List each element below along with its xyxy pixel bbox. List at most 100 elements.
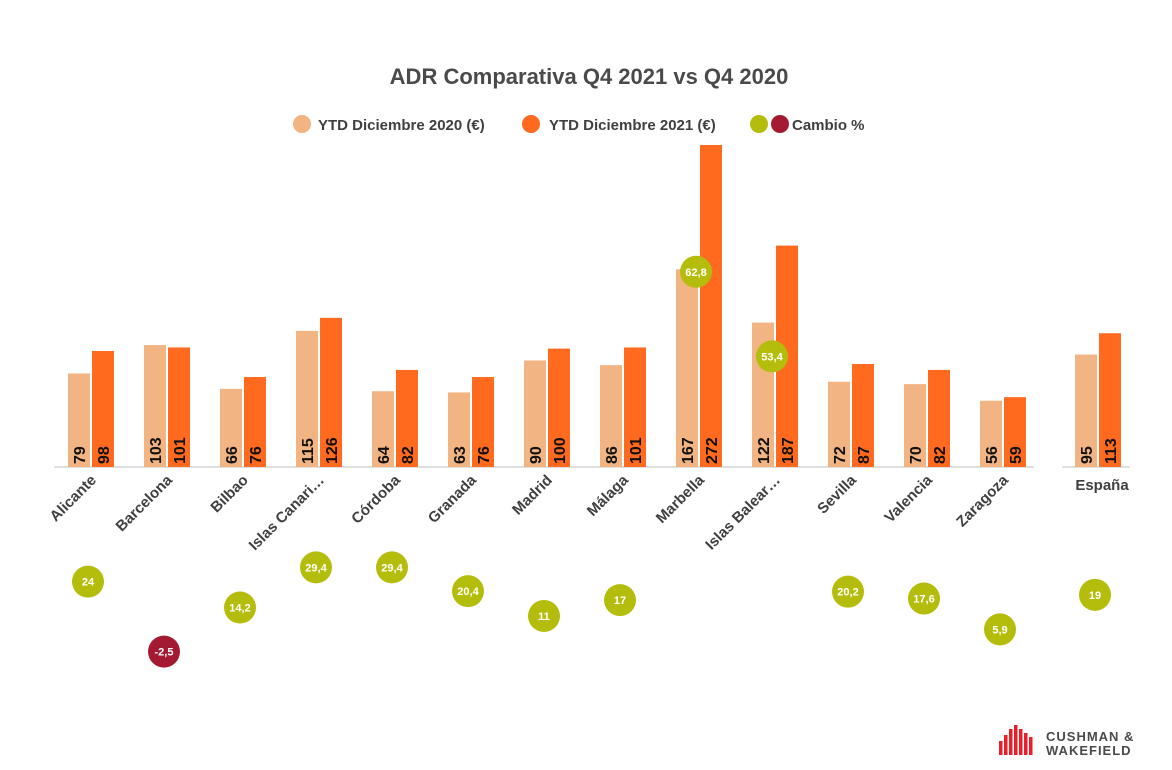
- data-label-2021-2: 76: [248, 446, 265, 464]
- category-label-3: Islas Canari…: [246, 472, 328, 554]
- data-label-2020-12: 56: [984, 446, 1001, 464]
- category-label-2: Bilbao: [207, 472, 251, 516]
- change-bubble-8: [680, 255, 712, 288]
- data-label-2021-9: 187: [780, 437, 797, 464]
- logo-bar: [1029, 737, 1033, 755]
- change-label-1: -2,5: [155, 647, 174, 659]
- group-12: 56 59 Zaragoza 5,9: [953, 397, 1026, 646]
- data-label-2020-7: 86: [604, 446, 621, 464]
- category-label-12: Zaragoza: [953, 471, 1012, 530]
- group-1: 103 101 Barcelona -2,5: [113, 345, 190, 668]
- data-label-2020-5: 63: [452, 446, 469, 464]
- company-logo: CUSHMAN & WAKEFIELD: [999, 725, 1134, 758]
- logo-bar: [1014, 725, 1018, 755]
- logo-bar: [1024, 733, 1028, 755]
- bar-2021-2: [244, 377, 266, 467]
- category-label-0: Alicante: [47, 472, 100, 525]
- logo-bar: [999, 741, 1003, 755]
- group-5: 63 76 Granada 20,4: [425, 377, 494, 608]
- data-label-2021-11: 82: [932, 446, 949, 464]
- group-6: 90 100 Madrid 11: [509, 348, 570, 632]
- change-bubble-1: [148, 635, 180, 668]
- data-label-2020-4: 64: [376, 446, 393, 464]
- category-label-7: Málaga: [584, 471, 632, 519]
- legend-marker-2020: [293, 115, 311, 133]
- change-label-5: 20,4: [457, 586, 479, 598]
- data-label-2021-3: 126: [324, 437, 341, 464]
- data-label-2020-3: 115: [300, 438, 317, 464]
- data-label-2020-6: 90: [528, 446, 545, 464]
- category-label-total: España: [1075, 477, 1129, 494]
- change-bubble-3: [300, 551, 332, 584]
- change-label-8: 62,8: [685, 267, 706, 279]
- bar-2020-total: [1075, 354, 1097, 467]
- bar-2020-4: [372, 391, 394, 467]
- bar-2020-1: [144, 345, 166, 467]
- category-label-9: Islas Balear…: [702, 472, 784, 554]
- legend: YTD Diciembre 2020 (€) YTD Diciembre 202…: [293, 115, 865, 134]
- change-label-2: 14,2: [229, 603, 250, 615]
- logo-bar: [1009, 729, 1013, 755]
- bar-2021-1: [168, 347, 190, 467]
- data-label-2020-8: 167: [680, 437, 697, 464]
- bar-2020-2: [220, 388, 242, 467]
- category-label-6: Madrid: [509, 472, 556, 519]
- logo-line-2: WAKEFIELD: [1046, 743, 1132, 758]
- change-bubble-7: [604, 584, 636, 617]
- bar-2020-11: [904, 384, 926, 467]
- change-bubble-9: [756, 340, 788, 373]
- change-label-3: 29,4: [305, 562, 327, 574]
- data-label-2021-10: 87: [856, 446, 873, 464]
- data-label-2020-10: 72: [832, 446, 849, 464]
- data-label-2021-total: 113: [1103, 438, 1120, 464]
- group-7: 86 101 Málaga 17: [584, 347, 646, 617]
- legend-label-change: Cambio %: [792, 117, 865, 134]
- chart-title: ADR Comparativa Q4 2021 vs Q4 2020: [390, 64, 789, 89]
- legend-marker-change-positive: [750, 115, 768, 133]
- bar-2021-6: [548, 348, 570, 467]
- data-label-2021-6: 100: [552, 437, 569, 464]
- change-label-12: 5,9: [992, 624, 1007, 636]
- change-bubble-11: [908, 582, 940, 615]
- data-label-2021-8: 272: [704, 437, 721, 464]
- group-10: 72 87 Sevilla 20,2: [814, 364, 874, 608]
- category-label-8: Marbella: [653, 471, 709, 527]
- logo-line-1: CUSHMAN &: [1046, 729, 1134, 744]
- bar-2021-4: [396, 369, 418, 467]
- legend-label-2020: YTD Diciembre 2020 (€): [318, 117, 485, 134]
- data-label-2020-2: 66: [224, 446, 241, 464]
- data-label-2020-total: 95: [1079, 446, 1096, 464]
- bar-2021-0: [92, 350, 114, 467]
- bar-2020-5: [448, 392, 470, 467]
- bar-2021-5: [472, 377, 494, 467]
- bar-2021-7: [624, 347, 646, 467]
- bar-2020-8: [676, 269, 698, 467]
- category-label-1: Barcelona: [113, 471, 177, 535]
- change-label-total: 19: [1089, 590, 1101, 602]
- bar-2020-10: [828, 381, 850, 467]
- category-label-11: Valencia: [881, 471, 936, 526]
- change-bubble-2: [224, 591, 256, 624]
- data-label-2021-7: 101: [628, 437, 645, 464]
- data-label-2020-9: 122: [756, 437, 773, 464]
- logo-mark: [999, 725, 1033, 755]
- change-label-10: 20,2: [837, 587, 858, 599]
- legend-label-2021: YTD Diciembre 2021 (€): [549, 117, 716, 134]
- group-8: 167 272 Marbella 62,8: [653, 145, 722, 527]
- legend-marker-2021: [522, 115, 540, 133]
- bar-2021-total: [1099, 333, 1121, 467]
- change-bubble-0: [72, 565, 104, 598]
- change-label-9: 53,4: [761, 351, 783, 363]
- group-2: 66 76 Bilbao 14,2: [207, 377, 266, 624]
- data-label-2020-1: 103: [148, 437, 165, 464]
- data-label-2021-0: 98: [96, 446, 113, 464]
- change-bubble-5: [452, 575, 484, 608]
- group-0: 79 98 Alicante 24: [47, 350, 114, 598]
- data-label-2020-0: 79: [72, 446, 89, 464]
- plot-area: 79 98 Alicante 24 103 101 Barcelona -2,5 66 76 Bil…: [47, 145, 1130, 668]
- bar-2021-12: [1004, 397, 1026, 467]
- bar-2020-3: [296, 330, 318, 467]
- bar-2020-7: [600, 365, 622, 467]
- change-label-4: 29,4: [381, 562, 403, 574]
